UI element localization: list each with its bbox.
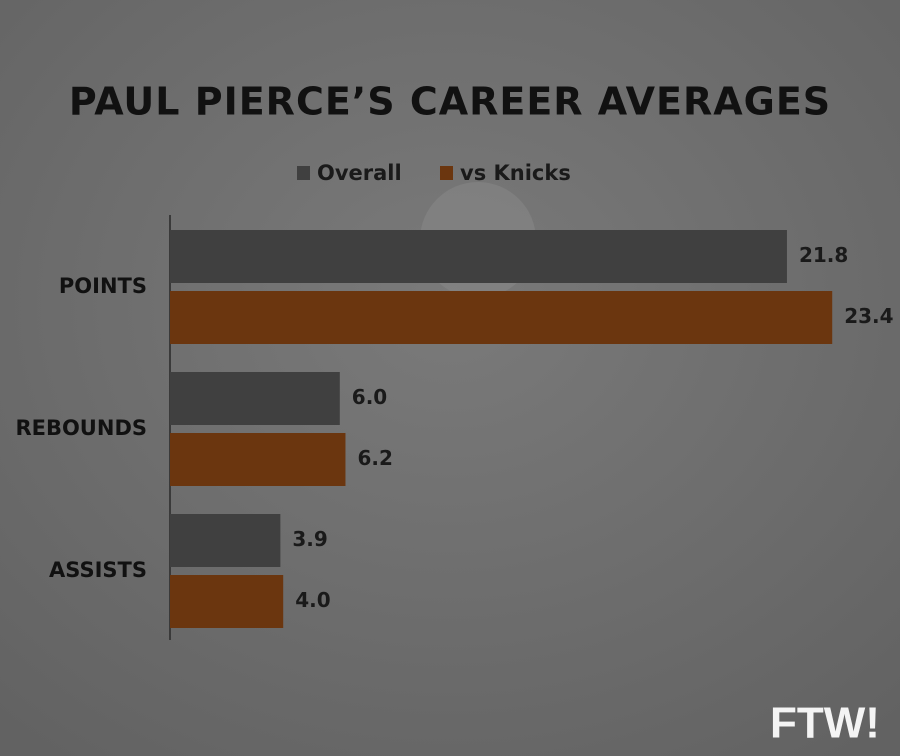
legend-swatch (297, 166, 310, 180)
bar (170, 575, 284, 628)
logo: FTW! (770, 699, 880, 748)
bar (170, 230, 787, 283)
category-label: REBOUNDS (15, 416, 147, 440)
value-label: 21.8 (799, 243, 848, 267)
bar (170, 291, 833, 344)
category-label: POINTS (59, 274, 147, 298)
category-label: ASSISTS (49, 558, 147, 582)
legend-label: Overall (317, 161, 402, 185)
value-label: 3.9 (292, 527, 327, 551)
bar (170, 372, 340, 425)
bar (170, 433, 346, 486)
value-label: 4.0 (295, 588, 330, 612)
legend-swatch (440, 166, 453, 180)
legend-label: vs Knicks (460, 161, 571, 185)
value-label: 6.0 (352, 385, 387, 409)
chart-title: PAUL PIERCE’S CAREER AVERAGES (69, 80, 831, 124)
bar (170, 514, 281, 567)
value-label: 23.4 (844, 304, 893, 328)
value-label: 6.2 (357, 446, 392, 470)
